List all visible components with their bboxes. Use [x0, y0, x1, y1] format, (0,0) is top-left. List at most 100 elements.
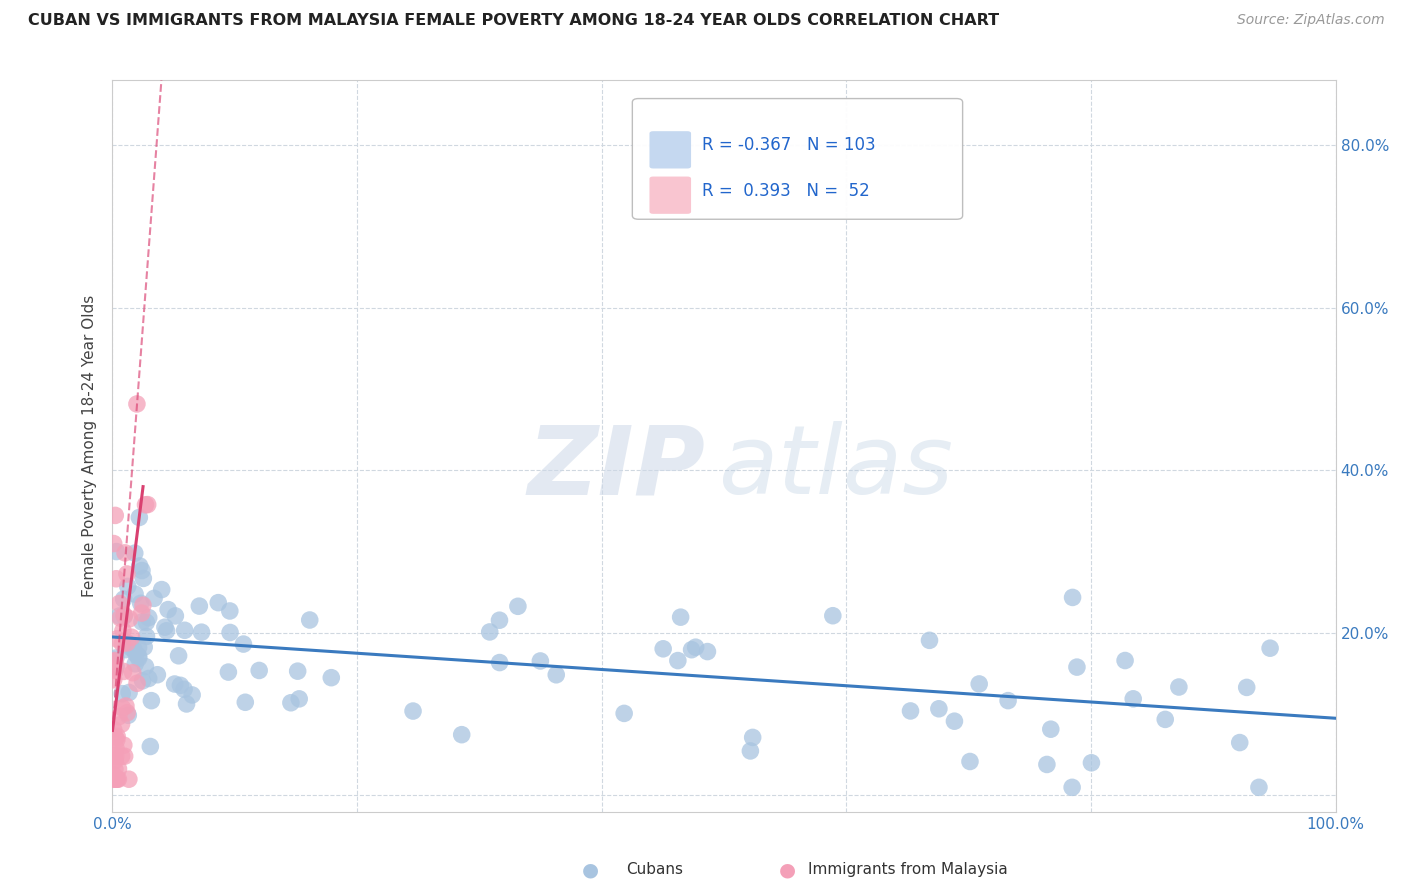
Point: [150, 582, 173, 597]
Point: [546, 667, 568, 681]
Point: [135, 630, 157, 644]
Point: [136, 498, 159, 512]
Text: atlas: atlas: [718, 421, 953, 515]
Point: [112, 738, 135, 752]
Point: [681, 642, 703, 657]
Point: [135, 615, 157, 630]
Point: [104, 651, 127, 665]
Point: [104, 731, 127, 745]
Point: [1039, 722, 1062, 736]
Point: [207, 596, 229, 610]
Point: [169, 678, 191, 692]
Point: [131, 564, 153, 578]
Point: [143, 591, 166, 606]
FancyBboxPatch shape: [650, 131, 692, 169]
Point: [741, 731, 763, 745]
Point: [114, 546, 136, 560]
Point: [1236, 681, 1258, 695]
Point: [117, 708, 139, 723]
Point: [288, 691, 311, 706]
Point: [1229, 735, 1251, 749]
Text: ZIP: ZIP: [527, 421, 706, 515]
Point: [105, 732, 128, 747]
Point: [108, 709, 131, 723]
Point: [153, 620, 176, 634]
Point: [128, 649, 150, 664]
Point: [103, 772, 125, 787]
Point: [103, 653, 125, 667]
Point: [114, 642, 136, 657]
Point: [138, 610, 160, 624]
Point: [488, 613, 510, 627]
Point: [121, 630, 143, 644]
Text: ●: ●: [779, 860, 796, 880]
Point: [666, 654, 689, 668]
Point: [402, 704, 425, 718]
Point: [124, 587, 146, 601]
Point: [104, 741, 127, 756]
Point: [165, 608, 187, 623]
Point: [112, 609, 135, 624]
Point: [967, 677, 990, 691]
Text: R = -0.367   N = 103: R = -0.367 N = 103: [702, 136, 876, 154]
Text: Cubans: Cubans: [626, 863, 683, 877]
Point: [139, 739, 162, 754]
Point: [1247, 780, 1270, 795]
Point: [115, 636, 138, 650]
Point: [1062, 780, 1084, 795]
Point: [247, 664, 270, 678]
Point: [108, 609, 131, 624]
Point: [280, 696, 302, 710]
Point: [115, 706, 138, 720]
Point: [669, 610, 692, 624]
Point: [107, 772, 129, 787]
Point: [943, 714, 966, 729]
Point: [219, 625, 242, 640]
Point: [506, 599, 529, 614]
Point: [131, 673, 153, 688]
Point: [103, 536, 125, 550]
Point: [105, 660, 128, 674]
Point: [105, 730, 128, 744]
Point: [134, 640, 156, 654]
Point: [103, 655, 125, 669]
Point: [740, 744, 762, 758]
Point: [103, 673, 125, 687]
Point: [321, 671, 343, 685]
Point: [112, 592, 135, 607]
Point: [118, 685, 141, 699]
Point: [1167, 680, 1189, 694]
Point: [1258, 641, 1281, 656]
Point: [103, 772, 125, 787]
FancyBboxPatch shape: [650, 177, 692, 214]
Point: [132, 598, 155, 612]
Point: [918, 633, 941, 648]
Point: [928, 702, 950, 716]
Point: [176, 697, 198, 711]
Point: [105, 572, 128, 586]
Point: [232, 637, 254, 651]
Point: [124, 657, 146, 671]
Point: [125, 647, 148, 661]
Point: [112, 608, 135, 623]
Point: [173, 682, 195, 697]
Point: [111, 749, 134, 764]
Text: R =  0.393   N =  52: R = 0.393 N = 52: [702, 182, 870, 200]
Point: [188, 599, 211, 613]
Point: [110, 717, 132, 731]
Point: [125, 397, 148, 411]
Point: [103, 748, 125, 763]
Point: [821, 608, 844, 623]
Point: [1114, 653, 1136, 667]
Point: [111, 701, 134, 715]
Point: [652, 641, 675, 656]
Point: [217, 665, 239, 679]
Point: [685, 640, 707, 655]
FancyBboxPatch shape: [633, 99, 963, 219]
Point: [110, 611, 132, 625]
Point: [128, 558, 150, 573]
Point: [104, 754, 127, 768]
Point: [959, 755, 981, 769]
Point: [1062, 591, 1084, 605]
Point: [488, 656, 510, 670]
